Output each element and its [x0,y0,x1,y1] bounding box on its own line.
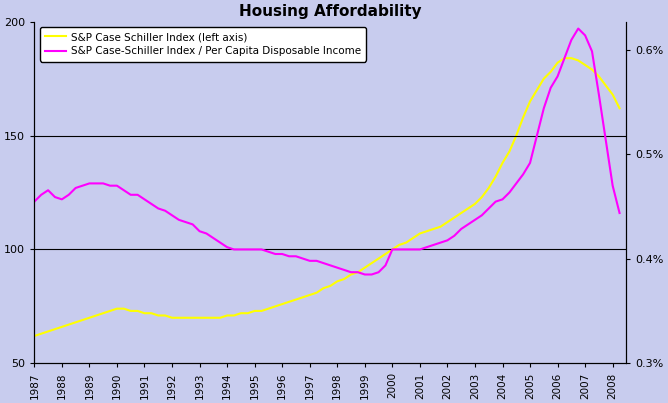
S&P Case-Schiller Index / Per Capita Disposable Income [485,206,493,211]
Line: S&P Case-Schiller Index / Per Capita Disposable Income: S&P Case-Schiller Index / Per Capita Dis… [34,29,619,274]
S&P Case Schiller Index (left axis) [313,290,321,295]
Title: Housing Affordability: Housing Affordability [239,4,422,19]
Legend: S&P Case Schiller Index (left axis), S&P Case-Schiller Index / Per Capita Dispos: S&P Case Schiller Index (left axis), S&P… [39,27,366,62]
S&P Case Schiller Index (left axis) [615,106,623,111]
S&P Case-Schiller Index / Per Capita Disposable Income [30,199,38,204]
S&P Case-Schiller Index / Per Capita Disposable Income [361,272,369,277]
S&P Case-Schiller Index / Per Capita Disposable Income [313,258,321,263]
S&P Case Schiller Index (left axis) [92,313,100,318]
S&P Case-Schiller Index / Per Capita Disposable Income [92,181,100,186]
Line: S&P Case Schiller Index (left axis): S&P Case Schiller Index (left axis) [34,58,619,336]
S&P Case-Schiller Index / Per Capita Disposable Income [533,133,541,138]
S&P Case-Schiller Index / Per Capita Disposable Income [58,197,66,202]
S&P Case Schiller Index (left axis) [560,56,568,60]
S&P Case Schiller Index (left axis) [44,329,52,334]
S&P Case Schiller Index (left axis) [478,195,486,199]
S&P Case Schiller Index (left axis) [526,99,534,104]
S&P Case-Schiller Index / Per Capita Disposable Income [44,188,52,193]
S&P Case Schiller Index (left axis) [30,334,38,339]
S&P Case-Schiller Index / Per Capita Disposable Income [574,26,582,31]
S&P Case Schiller Index (left axis) [58,324,66,329]
S&P Case-Schiller Index / Per Capita Disposable Income [615,211,623,216]
